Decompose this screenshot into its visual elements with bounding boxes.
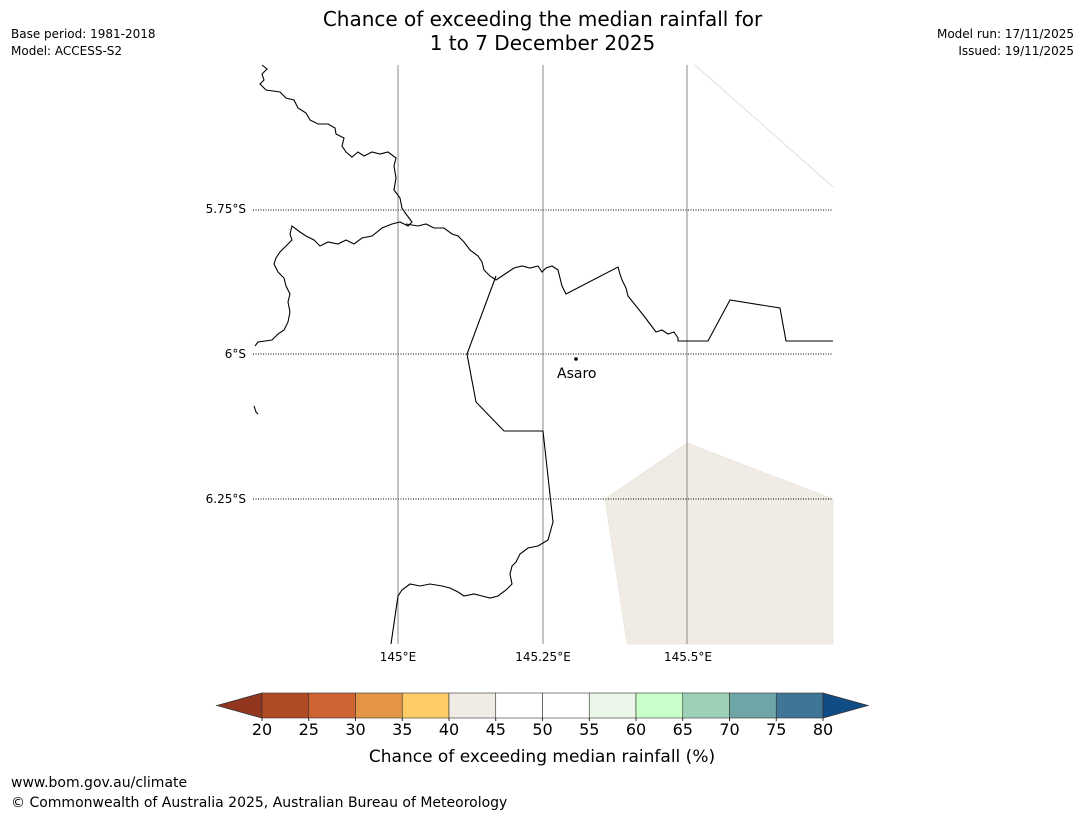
boundary-central xyxy=(405,223,833,342)
map-title: Chance of exceeding the median rainfall … xyxy=(0,7,1085,55)
colorbar-segment xyxy=(308,692,356,719)
colorbar-tick-label: 70 xyxy=(719,720,739,739)
lon-label-145: 145°E xyxy=(380,650,417,664)
lon-label-1455: 145.5°E xyxy=(664,650,712,664)
colorbar-segment xyxy=(355,692,403,719)
colorbar-segment xyxy=(261,692,310,719)
model-info: Base period: 1981-2018 Model: ACCESS-S2 xyxy=(11,26,156,60)
shaded-probability-region xyxy=(604,442,834,645)
colorbar-over-arrow xyxy=(822,692,870,719)
footer-copyright: © Commonwealth of Australia 2025, Austra… xyxy=(11,795,508,811)
colorbar-tick-label: 40 xyxy=(439,720,459,739)
colorbar-label: Chance of exceeding median rainfall (%) xyxy=(369,747,715,767)
colorbar-tick-label: 25 xyxy=(299,720,319,739)
colorbar-tick-label: 35 xyxy=(392,720,412,739)
colorbar-under-arrow xyxy=(215,692,263,719)
domain-edge-line xyxy=(694,64,834,188)
colorbar-segment xyxy=(588,692,637,719)
colorbar-segment xyxy=(682,692,730,719)
colorbar-segment xyxy=(401,692,450,719)
run-info: Model run: 17/11/2025 Issued: 19/11/2025 xyxy=(937,26,1074,60)
colorbar-tick-label: 50 xyxy=(532,720,552,739)
colorbar-segment xyxy=(495,692,543,719)
lat-label-575: 5.75°S xyxy=(206,202,246,216)
colorbar-segment xyxy=(729,692,777,719)
issued-text: Issued: 19/11/2025 xyxy=(958,44,1074,58)
title-line-1: Chance of exceeding the median rainfall … xyxy=(322,7,763,31)
lon-label-14525: 145.25°E xyxy=(515,650,571,664)
colorbar-tick-label: 60 xyxy=(626,720,646,739)
colorbar-tick-label: 45 xyxy=(486,720,506,739)
colorbar-tick-label: 65 xyxy=(673,720,693,739)
colorbar-segment xyxy=(775,692,824,719)
colorbar-segment xyxy=(635,692,684,719)
colorbar-tick-label: 20 xyxy=(252,720,272,739)
colorbar-tick-label: 80 xyxy=(813,720,833,739)
colorbar-segment xyxy=(448,692,497,719)
colorbar-tick-label: 55 xyxy=(579,720,599,739)
base-period-text: Base period: 1981-2018 xyxy=(11,27,156,41)
footer-url: www.bom.gov.au/climate xyxy=(11,775,188,791)
title-line-2: 1 to 7 December 2025 xyxy=(429,31,656,55)
boundary-north xyxy=(254,64,413,347)
lat-label-625: 6.25°S xyxy=(206,492,246,506)
colorbar-tick-label: 75 xyxy=(766,720,786,739)
asaro-marker xyxy=(574,357,578,361)
colorbar-tick-labels: 20 25 30 35 40 45 50 55 60 65 70 75 80 xyxy=(252,718,833,739)
boundary-south xyxy=(390,275,554,645)
colorbar-tick-label: 30 xyxy=(345,720,365,739)
asaro-label: Asaro xyxy=(557,366,596,382)
boundary-fragment xyxy=(253,405,259,415)
colorbar: 20 25 30 35 40 45 50 55 60 65 70 75 80 Chance of exc… xyxy=(215,692,870,767)
model-text: Model: ACCESS-S2 xyxy=(11,44,123,58)
colorbar-segments xyxy=(261,692,824,719)
lat-label-600: 6°S xyxy=(225,347,246,361)
model-run-text: Model run: 17/11/2025 xyxy=(936,27,1074,41)
colorbar-segment xyxy=(542,692,590,719)
